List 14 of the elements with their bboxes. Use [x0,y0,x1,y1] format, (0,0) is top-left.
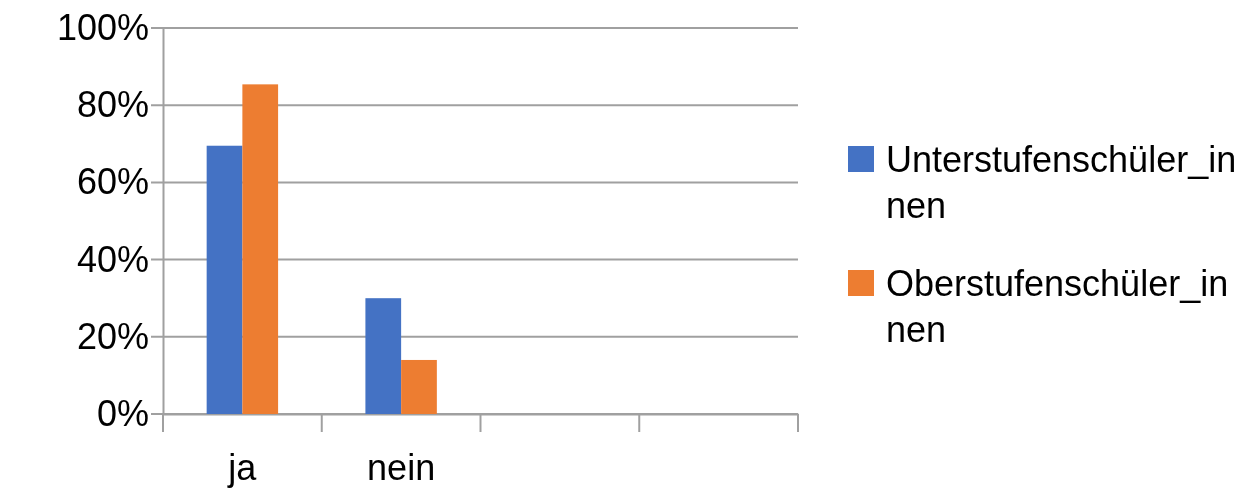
y-tick-label: 20% [76,315,149,357]
y-tick-label: 100% [56,7,149,49]
y-tick-label: 40% [76,238,149,280]
y-tick-label: 80% [76,84,149,126]
y-tick-label: 0% [96,393,149,435]
legend-label: Unterstufenschüler_innen [886,139,1237,226]
legend-label: Oberstufenschüler_innen [886,263,1229,350]
bar [206,145,243,414]
x-tick-label: nein [367,446,436,488]
y-tick-label: 60% [76,161,149,203]
bar [242,84,279,414]
bar [401,359,437,414]
x-tick-label: ja [227,446,258,488]
bar [365,298,402,414]
